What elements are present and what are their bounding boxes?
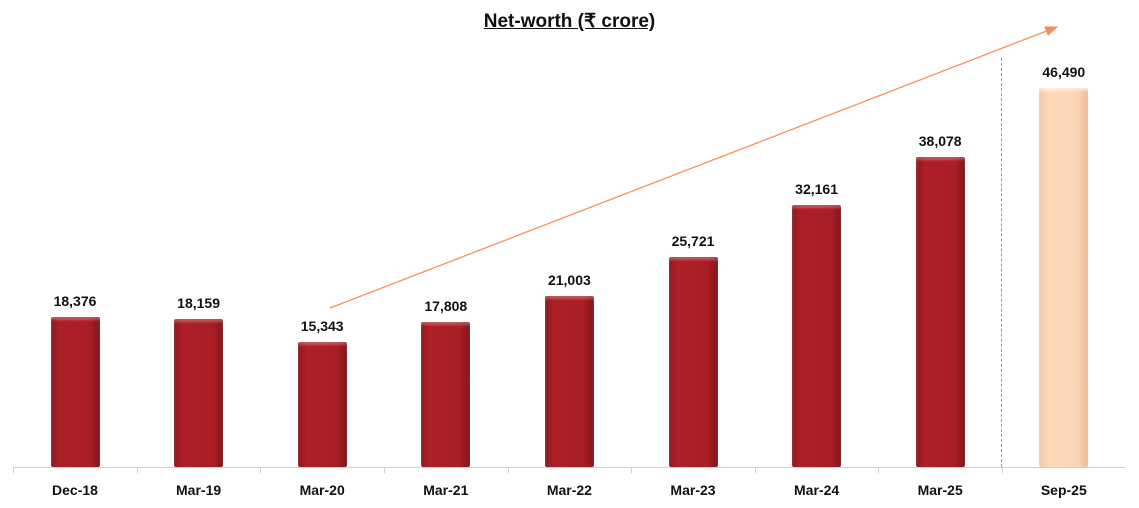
category-label: Mar-21	[423, 482, 469, 498]
bar-mar-25	[915, 156, 965, 467]
value-label: 15,343	[300, 317, 344, 334]
bar-sep-25	[1039, 88, 1089, 467]
category-label: Mar-19	[176, 482, 222, 498]
category-label: Sep-25	[1040, 482, 1087, 498]
value-label: 32,161	[795, 180, 838, 197]
x-axis-tick	[136, 467, 138, 473]
bar-mar-23	[668, 257, 718, 467]
category-label: Mar-22	[546, 482, 592, 498]
bar-mar-24	[792, 204, 842, 467]
category-label: Mar-24	[794, 482, 840, 498]
category-label: Mar-20	[299, 482, 345, 498]
x-axis-tick	[260, 467, 262, 473]
x-axis-tick	[384, 467, 385, 473]
value-label: 46,490	[1042, 64, 1086, 80]
x-axis-tick	[631, 467, 633, 473]
value-label: 18,376	[53, 293, 97, 310]
category-label: Mar-23	[670, 482, 716, 498]
chart-title: Net-worth (₹ crore)	[0, 10, 1139, 33]
x-axis	[14, 467, 1126, 468]
value-label: 18,159	[177, 294, 220, 311]
chart-title-text: Net-worth (₹ crore)	[483, 11, 656, 32]
bar-dec-18	[50, 317, 100, 467]
x-axis-tick	[754, 467, 756, 473]
x-axis-tick	[507, 467, 509, 473]
x-axis-tick	[1002, 467, 1003, 473]
bar-mar-20	[297, 341, 347, 467]
category-label: Dec-18	[52, 482, 98, 498]
category-label: Mar-25	[917, 482, 963, 498]
bar-mar-22	[544, 295, 594, 467]
value-label: 21,003	[547, 271, 591, 288]
x-axis-tick	[13, 467, 15, 473]
bar-mar-19	[174, 318, 224, 467]
bar-mar-21	[421, 321, 471, 467]
value-label: 25,721	[671, 233, 715, 250]
value-label: 17,808	[424, 297, 468, 314]
x-axis-tick	[878, 467, 880, 473]
period-divider	[1001, 58, 1002, 467]
value-label: 38,078	[918, 132, 962, 149]
